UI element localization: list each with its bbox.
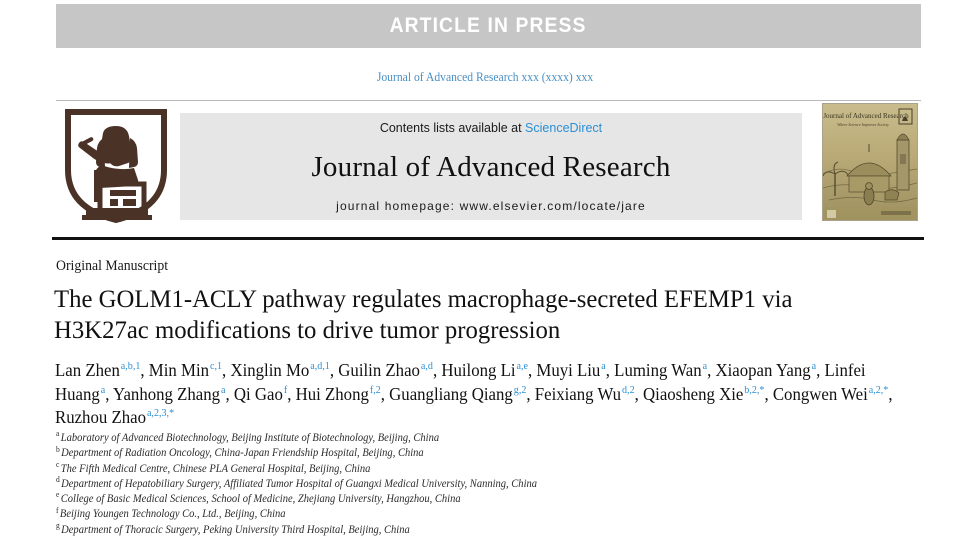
author-name: Guilin Zhao	[338, 360, 420, 380]
author-affiliation-marks: a	[601, 361, 606, 373]
author-name: Muyi Liu	[536, 360, 601, 380]
author-name: Qiaosheng Xie	[643, 383, 744, 404]
affiliation-text: Department of Hepatobiliary Surgery, Aff…	[61, 477, 538, 490]
affiliation-text: The Fifth Medical Centre, Chinese PLA Ge…	[60, 462, 371, 475]
svg-text:Journal of Advanced Research: Journal of Advanced Research	[823, 112, 909, 120]
author-affiliation-marks: a,b,1	[120, 361, 141, 373]
author-name: Qi Gao	[233, 383, 283, 404]
author-name: Lan Zhen	[55, 360, 120, 380]
article-title-line-2: H3K27ac modifications to drive tumor pro…	[54, 315, 561, 344]
affiliation-list: aLaboratory of Advanced Biotechnology, B…	[56, 429, 883, 538]
affiliation-text: Department of Radiation Oncology, China-…	[61, 447, 424, 460]
author-affiliation-marks: a	[702, 361, 708, 373]
article-type-label: Original Manuscript	[56, 258, 169, 274]
affiliation-text: Beijing Youngen Technology Co., Ltd., Be…	[59, 508, 286, 521]
affiliation-item: cThe Fifth Medical Centre, Chinese PLA G…	[56, 459, 883, 477]
affiliation-item: fBeijing Youngen Technology Co., Ltd., B…	[56, 505, 883, 522]
author-name: Luming Wan	[614, 360, 702, 380]
author-name: Linfei Huang	[55, 360, 866, 404]
author-affiliation-marks: a,e	[516, 361, 528, 373]
author-list: Lan Zhena,b,1, Min Minc,1, Xinglin Moa,d…	[55, 360, 893, 427]
author-affiliation-marks: a	[811, 361, 817, 373]
author-name: Yanhong Zhang	[113, 383, 221, 404]
affiliation-item: eCollege of Basic Medical Sciences, Scho…	[56, 490, 883, 507]
journal-homepage-line[interactable]: journal homepage: www.elsevier.com/locat…	[336, 199, 646, 213]
article-in-press-label: ARTICLE IN PRESS	[390, 14, 587, 37]
sciencedirect-link[interactable]: ScienceDirect	[525, 121, 603, 135]
page-title: The GOLM1-ACLY pathway regulates macroph…	[54, 283, 908, 345]
affiliation-mark: b	[56, 444, 60, 454]
affiliation-item: bDepartment of Radiation Oncology, China…	[56, 444, 883, 461]
author-name: Guangliang Qiang	[389, 383, 513, 404]
author-affiliation-marks: b,2,*	[744, 384, 765, 396]
author-name: Congwen Wei	[772, 383, 868, 404]
affiliation-mark: c	[56, 459, 60, 469]
masthead-top-rule	[56, 100, 921, 101]
author-name: Ruzhou Zhao	[55, 407, 146, 427]
author-affiliation-marks: d,2	[622, 384, 635, 396]
author-affiliation-marks: f,2	[369, 384, 381, 396]
affiliation-item: gDepartment of Thoracic Surgery, Peking …	[56, 521, 883, 538]
svg-text:Where Science Improves Society: Where Science Improves Society	[837, 122, 889, 127]
author-affiliation-marks: g,2	[513, 384, 527, 396]
author-name: Xinglin Mo	[230, 360, 310, 380]
article-in-press-banner: ARTICLE IN PRESS	[56, 4, 921, 48]
affiliation-text: Department of Thoracic Surgery, Peking U…	[61, 523, 410, 536]
article-title-line-1: The GOLM1-ACLY pathway regulates macroph…	[54, 284, 793, 313]
affiliation-text: College of Basic Medical Sciences, Schoo…	[60, 493, 461, 506]
journal-title: Journal of Advanced Research	[311, 150, 671, 183]
author-name: Feixiang Wu	[534, 383, 622, 404]
contents-prefix-text: Contents lists available at	[379, 121, 526, 135]
author-affiliation-marks: a	[100, 384, 106, 396]
author-name: Huilong Li	[441, 360, 516, 380]
author-affiliation-marks: a,d,1	[310, 361, 330, 373]
journal-masthead: Contents lists available at ScienceDirec…	[56, 100, 921, 224]
affiliation-item: aLaboratory of Advanced Biotechnology, B…	[56, 429, 883, 446]
affiliation-mark: f	[56, 505, 59, 515]
affiliation-mark: e	[56, 490, 60, 500]
header-divider-rule	[52, 237, 924, 240]
affiliation-mark: g	[56, 521, 60, 531]
affiliation-text: Laboratory of Advanced Biotechnology, Be…	[60, 432, 440, 444]
masthead-info-panel: Contents lists available at ScienceDirec…	[180, 113, 802, 220]
author-affiliation-marks: f	[283, 384, 288, 396]
cairo-university-shield-icon	[60, 108, 172, 224]
affiliation-item: dDepartment of Hepatobiliary Surgery, Af…	[56, 475, 883, 492]
author-affiliation-marks: a,2,*	[868, 384, 889, 396]
author-affiliation-marks: a,d	[420, 361, 433, 373]
author-affiliation-marks: a	[221, 384, 226, 396]
journal-cover-thumbnail: Journal of Advanced Research Where Scien…	[822, 103, 918, 221]
author-affiliation-marks: a,2,3,*	[146, 408, 175, 420]
author-name: Hui Zhong	[295, 383, 369, 404]
contents-available-line: Contents lists available at ScienceDirec…	[380, 121, 602, 135]
author-affiliation-marks: c,1	[209, 361, 223, 373]
author-name: Xiaopan Yang	[715, 360, 811, 380]
affiliation-mark: d	[56, 475, 60, 485]
journal-citation-line: Journal of Advanced Research xxx (xxxx) …	[376, 70, 594, 84]
author-name: Min Min	[148, 360, 210, 380]
affiliation-mark: a	[56, 429, 60, 439]
